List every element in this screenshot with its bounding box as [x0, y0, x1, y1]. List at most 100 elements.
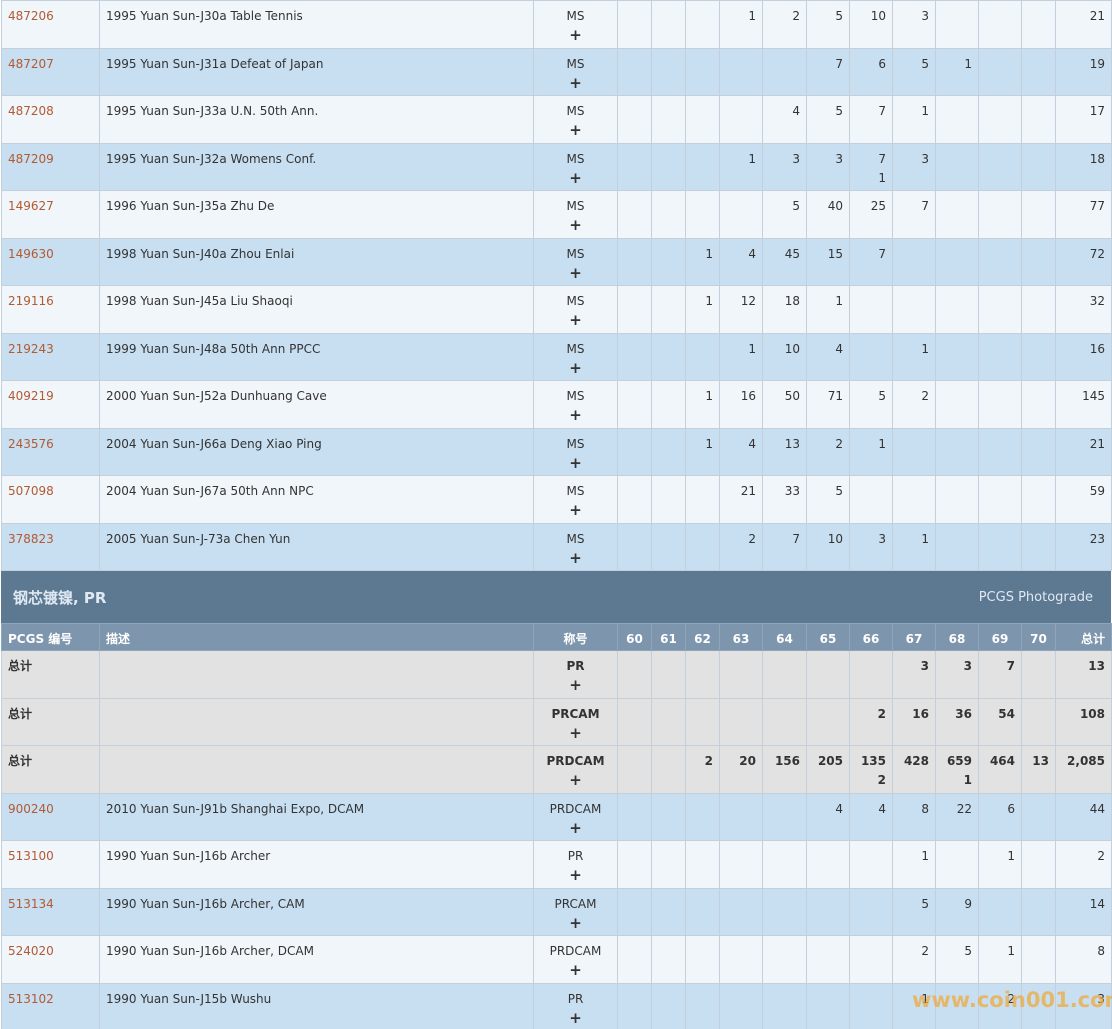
- expand-button[interactable]: +: [569, 406, 582, 424]
- count-cell: [1021, 47, 1056, 96]
- count: 659: [946, 754, 972, 768]
- expand-button[interactable]: +: [569, 311, 582, 329]
- pcgs-link[interactable]: 243576: [8, 436, 54, 451]
- count: 13: [784, 436, 800, 451]
- expand-button[interactable]: +: [569, 121, 582, 139]
- pcgs-link[interactable]: 487209: [8, 151, 54, 166]
- pcgs-link[interactable]: 513102: [8, 991, 54, 1006]
- count-cell: 1: [892, 840, 936, 889]
- count-cell: [617, 0, 652, 49]
- table-row: 总计 PRDCAM +2 20 156 205 135 2 428 659 1 464 13 2,085: [1, 745, 1112, 794]
- count-cell: [651, 0, 686, 49]
- pcgs-link[interactable]: 487206: [8, 9, 54, 23]
- count-cell: [762, 935, 807, 984]
- count: 7: [835, 56, 843, 71]
- description: 1990 Yuan Sun-J16b Archer: [106, 849, 271, 863]
- total: 32: [1089, 294, 1105, 308]
- pcgs-link[interactable]: 507098: [8, 484, 54, 498]
- count-cell: [978, 475, 1022, 524]
- count-cell: [935, 95, 979, 144]
- count: 3: [835, 151, 843, 166]
- column-header: 62: [685, 623, 720, 651]
- count-cell: [651, 840, 686, 889]
- count-cell: 5: [935, 935, 979, 984]
- expand-button[interactable]: +: [569, 723, 582, 742]
- expand-button[interactable]: +: [569, 818, 582, 837]
- count: 3: [921, 9, 929, 23]
- grade: MS: [566, 294, 585, 308]
- expand-button[interactable]: +: [569, 913, 582, 932]
- count: 25: [870, 199, 886, 213]
- description: 1995 Yuan Sun-J30a Table Tennis: [106, 9, 303, 23]
- grade-cell: MS +: [533, 95, 618, 144]
- count: 2: [704, 754, 713, 768]
- section-title: 钢芯镀镍, PR: [13, 588, 107, 607]
- count: 4: [878, 801, 886, 816]
- expand-button[interactable]: +: [569, 168, 582, 187]
- expand-button[interactable]: +: [569, 548, 582, 567]
- column-header: 67: [892, 623, 936, 651]
- expand-button[interactable]: +: [569, 961, 582, 979]
- column-header: 60: [617, 623, 652, 651]
- count: 6: [878, 56, 886, 71]
- description: 1996 Yuan Sun-J35a Zhu De: [106, 199, 275, 213]
- count-cell: 659 1: [935, 745, 979, 794]
- expand-button[interactable]: +: [569, 73, 582, 92]
- pcgs-link[interactable]: 487208: [8, 104, 54, 118]
- grade-cell: MS +: [533, 475, 618, 524]
- id-cell: 487209: [1, 142, 100, 191]
- expand-button[interactable]: +: [569, 676, 582, 694]
- pcgs-link[interactable]: 409219: [8, 389, 54, 403]
- expand-button[interactable]: +: [569, 771, 582, 789]
- pcgs-link[interactable]: 219243: [8, 341, 54, 356]
- count: 1: [748, 151, 756, 166]
- expand-button[interactable]: +: [569, 453, 582, 472]
- count: 1: [705, 436, 713, 451]
- count-cell: 1: [719, 0, 763, 49]
- count-cell: 4: [719, 427, 763, 476]
- pcgs-link[interactable]: 219116: [8, 294, 54, 308]
- id-cell: 409219: [1, 380, 100, 429]
- count-cell: 2: [978, 982, 1022, 1029]
- pcgs-link[interactable]: 524020: [8, 944, 54, 958]
- total-cell: 18: [1055, 142, 1112, 191]
- id-cell: 378823: [1, 522, 100, 571]
- count-cell: [617, 380, 652, 429]
- count-cell: 156: [762, 745, 807, 794]
- count-cell: [617, 95, 652, 144]
- pcgs-link[interactable]: 378823: [8, 531, 54, 546]
- count-cell: [617, 332, 652, 381]
- desc-cell: 2004 Yuan Sun-J67a 50th Ann NPC: [99, 475, 534, 524]
- count-cell: [719, 697, 763, 746]
- pcgs-link[interactable]: 900240: [8, 801, 54, 816]
- count-cell: 3: [762, 142, 807, 191]
- count: 3: [963, 659, 972, 673]
- column-header: 66: [849, 623, 893, 651]
- count-cell: [762, 982, 807, 1029]
- count-cell: 7: [892, 190, 936, 239]
- count: 1: [705, 389, 713, 403]
- pcgs-link[interactable]: 149630: [8, 246, 54, 261]
- count-cell: [849, 285, 893, 334]
- pcgs-link[interactable]: 513100: [8, 849, 54, 863]
- expand-button[interactable]: +: [569, 216, 582, 234]
- count-cell: [617, 427, 652, 476]
- section-subtitle[interactable]: PCGS Photograde: [978, 589, 1093, 605]
- expand-button[interactable]: +: [569, 26, 582, 44]
- expand-button[interactable]: +: [569, 263, 582, 282]
- count-cell: 1: [685, 285, 720, 334]
- count-cell: [935, 427, 979, 476]
- count: 18: [784, 294, 800, 308]
- expand-button[interactable]: +: [569, 866, 582, 884]
- desc-cell: 1998 Yuan Sun-J45a Liu Shaoqi: [99, 285, 534, 334]
- expand-button[interactable]: +: [569, 1008, 582, 1027]
- pcgs-link[interactable]: 487207: [8, 56, 54, 71]
- count: 10: [870, 9, 886, 23]
- pcgs-link[interactable]: 513134: [8, 896, 54, 911]
- count-cell: [1021, 332, 1056, 381]
- desc-cell: 1995 Yuan Sun-J30a Table Tennis: [99, 0, 534, 49]
- expand-button[interactable]: +: [569, 501, 582, 519]
- count: 5: [921, 896, 929, 911]
- pcgs-link[interactable]: 149627: [8, 199, 54, 213]
- expand-button[interactable]: +: [569, 358, 582, 377]
